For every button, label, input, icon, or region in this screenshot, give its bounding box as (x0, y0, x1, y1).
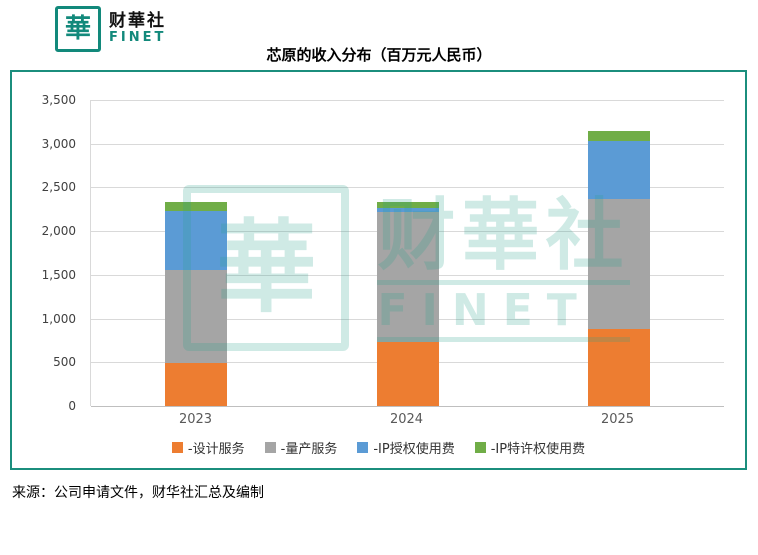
y-axis-labels: 0 500 1,000 1,500 2,000 2,500 3,000 3,500 (12, 93, 84, 413)
bar-segment (587, 131, 650, 142)
gridline (91, 406, 724, 407)
legend-label: -设计服务 (187, 442, 245, 457)
legend-item: -IP特许权使用费 (474, 438, 586, 457)
bar-segment (376, 207, 439, 212)
finet-logo-en: FINET (109, 30, 167, 46)
y-tick-label: 1,000 (41, 311, 76, 326)
bar-segment (165, 363, 228, 406)
source-line: 来源：公司申请文件，财华社汇总及编制 (12, 485, 264, 501)
chart-frame: 0 500 1,000 1,500 2,000 2,500 3,000 3,500 2023 2… (10, 70, 747, 470)
bar-group-2024 (376, 100, 439, 406)
bar-segment (165, 202, 228, 212)
bar-group-2023 (165, 100, 228, 406)
y-tick-label: 2,000 (41, 224, 76, 239)
plot-area (90, 100, 724, 407)
x-tick-label: 2025 (600, 412, 635, 427)
bar-segment (376, 211, 439, 343)
legend-swatch (357, 442, 369, 453)
finet-logo-cn: 财華社 (109, 10, 166, 31)
legend-label: -IP特许权使用费 (490, 442, 586, 457)
x-tick-label: 2023 (178, 412, 213, 427)
y-tick-label: 0 (68, 399, 76, 413)
bar-segment (376, 342, 439, 406)
gridline (91, 187, 724, 189)
finet-logo-glyph: 華 (64, 14, 91, 44)
bar-segment (587, 198, 650, 330)
legend-swatch (171, 442, 183, 453)
y-tick-label: 2,500 (41, 180, 76, 195)
legend-label: -量产服务 (280, 442, 338, 457)
finet-logo: 華 财華社 FINET (55, 6, 166, 52)
y-tick-label: 1,500 (41, 267, 76, 282)
bar-group-2025 (587, 100, 650, 406)
gridline (91, 100, 724, 101)
bar-segment (376, 202, 439, 208)
legend-item: -量产服务 (264, 438, 338, 457)
bar-segment (587, 329, 650, 406)
chart-legend: -设计服务 -量产服务 -IP授权使用费 -IP特许权使用费 (12, 438, 745, 457)
y-tick-label: 3,500 (41, 93, 76, 107)
gridline (91, 143, 724, 145)
legend-swatch (264, 442, 276, 453)
finet-logo-text: 财華社 FINET (109, 10, 167, 46)
bar-segment (165, 211, 228, 270)
bar-segment (587, 141, 650, 199)
bar-segment (165, 269, 228, 364)
legend-item: -IP授权使用费 (357, 438, 455, 457)
legend-swatch (474, 442, 486, 453)
y-tick-label: 500 (53, 355, 76, 370)
legend-item: -设计服务 (171, 438, 245, 457)
x-axis-labels: 2023 2024 2025 (90, 412, 723, 432)
x-tick-label: 2024 (389, 412, 424, 427)
legend-label: -IP授权使用费 (373, 442, 455, 457)
finet-logo-icon: 華 (55, 6, 101, 52)
y-tick-label: 3,000 (41, 136, 76, 151)
chart-title: 芯原的收入分布（百万元人民币） (266, 46, 492, 64)
